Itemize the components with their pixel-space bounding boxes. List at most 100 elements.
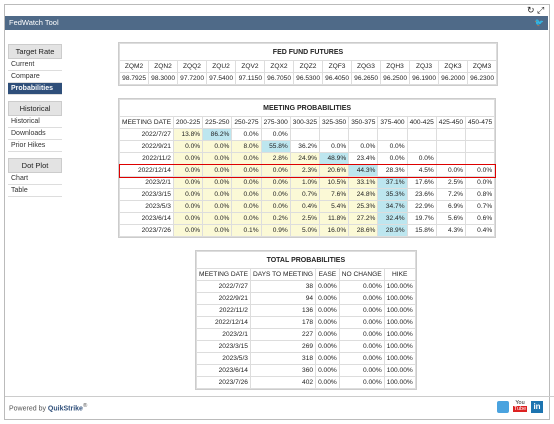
- sidebar-heading: Dot Plot: [8, 158, 62, 173]
- sidebar-heading: Target Rate: [8, 44, 62, 59]
- probability-cell: 5.0%: [289, 224, 320, 237]
- sidebar-item[interactable]: Downloads: [8, 128, 62, 140]
- sidebar-item[interactable]: Probabilities: [8, 83, 62, 95]
- probability-cell: 28.3%: [377, 164, 408, 177]
- probability-cell: 2.3%: [289, 164, 320, 177]
- column-header: NO CHANGE: [338, 268, 385, 281]
- youtube-button[interactable]: You Tube: [513, 400, 527, 412]
- futures-value: 96.1900: [409, 72, 439, 85]
- probability-cell: 34.7%: [377, 200, 408, 213]
- meeting-row: 2022/7/27 13.8% 86.2% 0.0% 0.0%: [119, 128, 496, 141]
- probability-cell: 0.0%: [172, 176, 204, 189]
- total-cell: 100.00%: [383, 328, 416, 341]
- probability-cell: 0.1%: [231, 224, 262, 237]
- total-cell: 227: [249, 328, 317, 341]
- futures-value: 96.2000: [438, 72, 468, 85]
- probability-cell: 8.0%: [231, 140, 262, 153]
- total-cell: 269: [249, 340, 317, 353]
- sidebar-item[interactable]: Current: [8, 59, 62, 71]
- meeting-row: 2023/2/1 0.0% 0.0% 0.0% 0.0% 1.0% 10.5% 33.1% 37…: [119, 176, 496, 189]
- probability-cell: 0.0%: [172, 224, 204, 237]
- sidebar-item[interactable]: Table: [8, 185, 62, 197]
- probability-cell: 0.0%: [172, 200, 204, 213]
- total-row: 2023/7/26 402 0.00% 0.00% 100.00%: [196, 376, 416, 389]
- total-cell: 360: [249, 364, 317, 377]
- twitter-icon[interactable]: 🐦: [534, 18, 544, 27]
- probability-cell: [464, 128, 496, 141]
- probability-cell: 5.4%: [318, 200, 350, 213]
- probability-cell: 0.0%: [231, 188, 262, 201]
- total-cell: 2022/12/14: [196, 316, 251, 329]
- total-row: 2022/12/14 178 0.00% 0.00% 100.00%: [196, 316, 416, 329]
- probability-cell: 0.0%: [202, 176, 233, 189]
- probability-cell: 0.7%: [289, 188, 320, 201]
- total-cell: 0.00%: [315, 280, 340, 293]
- total-cell: 2023/6/14: [196, 364, 251, 377]
- total-cell: 100.00%: [383, 364, 416, 377]
- futures-value: 97.5400: [206, 72, 236, 85]
- meeting-row: 2022/12/14 0.0% 0.0% 0.0% 0.0% 2.3% 20.6% 44.3%…: [118, 163, 496, 178]
- column-header: 225-250: [202, 116, 233, 129]
- total-row: 2023/2/1 227 0.00% 0.00% 100.00%: [196, 328, 416, 341]
- toolbar-icons[interactable]: ↻ ⤢: [527, 5, 545, 15]
- probability-cell: 0.0%: [231, 128, 262, 141]
- probability-cell: 0.0%: [202, 188, 233, 201]
- probability-cell: 33.1%: [348, 176, 379, 189]
- probability-cell: 0.7%: [464, 200, 496, 213]
- total-cell: 0.00%: [315, 352, 340, 365]
- probability-cell: [377, 128, 408, 141]
- sidebar-item[interactable]: Compare: [8, 71, 62, 83]
- total-cell: 0.00%: [315, 304, 340, 317]
- total-cell: 2022/11/2: [196, 304, 251, 317]
- youtube-bottom: Tube: [513, 406, 527, 412]
- total-cell: 318: [249, 352, 317, 365]
- column-header: 250-275: [231, 116, 262, 129]
- total-cell: 2022/9/21: [196, 292, 251, 305]
- probability-cell: 0.0%: [406, 152, 437, 165]
- column-header: ZQK3: [438, 60, 468, 73]
- sidebar-item[interactable]: Chart: [8, 173, 62, 185]
- probability-cell: [435, 152, 467, 165]
- probability-cell: 0.0%: [231, 164, 262, 177]
- total-cell: 100.00%: [383, 340, 416, 353]
- column-header: 450-475: [464, 116, 496, 129]
- header-row: MEETING DATE DAYS TO MEETING EASE NO CHANGE…: [196, 268, 416, 281]
- twitter-button[interactable]: [497, 401, 509, 413]
- total-cell: 100.00%: [383, 304, 416, 317]
- column-header: DAYS TO MEETING: [249, 268, 317, 281]
- brand[interactable]: QuikStrike: [47, 405, 83, 413]
- total-cell: 0.00%: [338, 304, 385, 317]
- futures-value: 96.2300: [467, 72, 497, 85]
- meeting-row: 2023/3/15 0.0% 0.0% 0.0% 0.0% 0.7% 7.6% 24.8% 35…: [119, 188, 496, 201]
- linkedin-button[interactable]: in: [531, 401, 543, 413]
- futures-value: 97.7200: [177, 72, 207, 85]
- total-cell: 0.00%: [315, 340, 340, 353]
- probability-cell: 0.0%: [172, 188, 204, 201]
- probability-cell: 0.0%: [260, 176, 291, 189]
- total-panel: TOTAL PROBABILITIES MEETING DATE DAYS TO M…: [195, 250, 417, 390]
- footer: Powered by QuikStrike®: [5, 396, 554, 418]
- probability-cell: 0.0%: [202, 140, 233, 153]
- probability-cell: 0.0%: [172, 152, 204, 165]
- probability-cell: 55.8%: [260, 140, 291, 153]
- probability-cell: 0.0%: [260, 188, 291, 201]
- sidebar-item[interactable]: Prior Hikes: [8, 140, 62, 152]
- sidebar-item[interactable]: Historical: [8, 116, 62, 128]
- column-header: EASE: [315, 268, 340, 281]
- total-cell: 2023/7/26: [196, 376, 251, 389]
- total-cell: 100.00%: [383, 316, 416, 329]
- total-row: 2022/11/2 136 0.00% 0.00% 100.00%: [196, 304, 416, 317]
- meeting-date: 2022/7/27: [119, 128, 174, 141]
- probability-cell: 0.0%: [464, 164, 496, 177]
- probability-cell: 22.9%: [406, 200, 437, 213]
- sidebar: Target Rate Current Compare Probabilities Hi…: [8, 38, 62, 197]
- total-cell: 2022/7/27: [196, 280, 251, 293]
- column-header: ZQM2: [119, 60, 149, 73]
- column-header: 325-350: [318, 116, 350, 129]
- title-row: TOTAL PROBABILITIES: [196, 251, 416, 269]
- probability-cell: 0.4%: [464, 224, 496, 237]
- probability-cell: 24.9%: [289, 152, 320, 165]
- probability-cell: 20.6%: [318, 164, 350, 177]
- probability-cell: 15.8%: [406, 224, 437, 237]
